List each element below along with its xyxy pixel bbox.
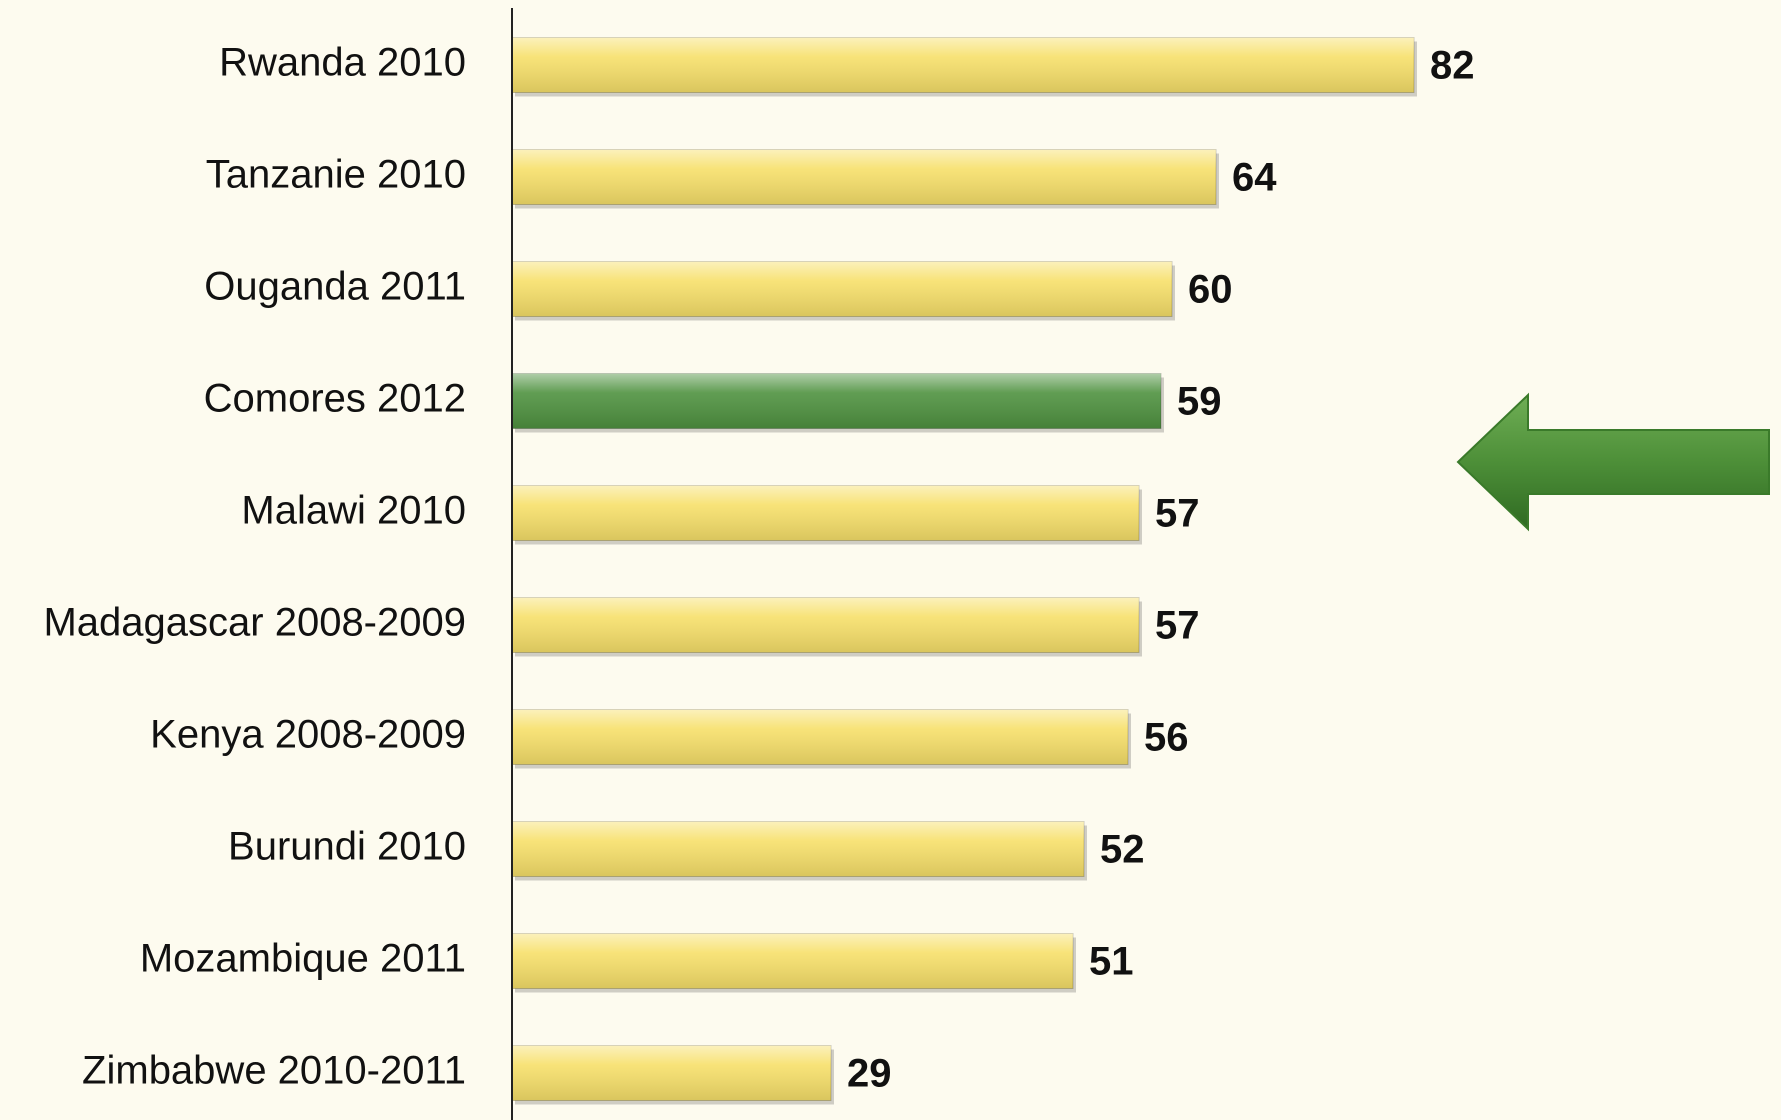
value-label: 56	[1144, 716, 1189, 760]
bar-shine	[512, 597, 1139, 653]
value-label: 59	[1177, 380, 1222, 424]
bar-shine	[512, 1045, 831, 1101]
highlight-arrow	[1456, 392, 1770, 532]
category-label: Kenya 2008-2009	[150, 713, 466, 757]
bar-shine	[512, 149, 1216, 205]
category-label: Comores 2012	[204, 377, 466, 421]
value-label: 57	[1155, 492, 1200, 536]
value-label: 60	[1188, 268, 1233, 312]
bar-shine	[512, 373, 1161, 429]
value-label: 57	[1155, 604, 1200, 648]
category-label: Burundi 2010	[228, 825, 466, 869]
bar-shine	[512, 261, 1172, 317]
bar-shine	[512, 485, 1139, 541]
category-label: Madagascar 2008-2009	[43, 601, 466, 645]
bar-shine	[512, 933, 1073, 989]
value-label: 29	[847, 1052, 892, 1096]
bar-shine	[512, 37, 1414, 93]
category-label: Ouganda 2011	[204, 265, 466, 309]
category-label: Zimbabwe 2010-2011	[82, 1049, 466, 1093]
bar-shine	[512, 821, 1084, 877]
category-label: Malawi 2010	[241, 489, 466, 533]
value-label: 64	[1232, 156, 1277, 200]
category-label: Tanzanie 2010	[206, 153, 466, 197]
value-label: 52	[1100, 828, 1145, 872]
bar-shine	[512, 709, 1128, 765]
value-label: 82	[1430, 44, 1475, 88]
category-label: Mozambique 2011	[140, 937, 466, 981]
category-label: Rwanda 2010	[219, 41, 466, 85]
value-label: 51	[1089, 940, 1134, 984]
